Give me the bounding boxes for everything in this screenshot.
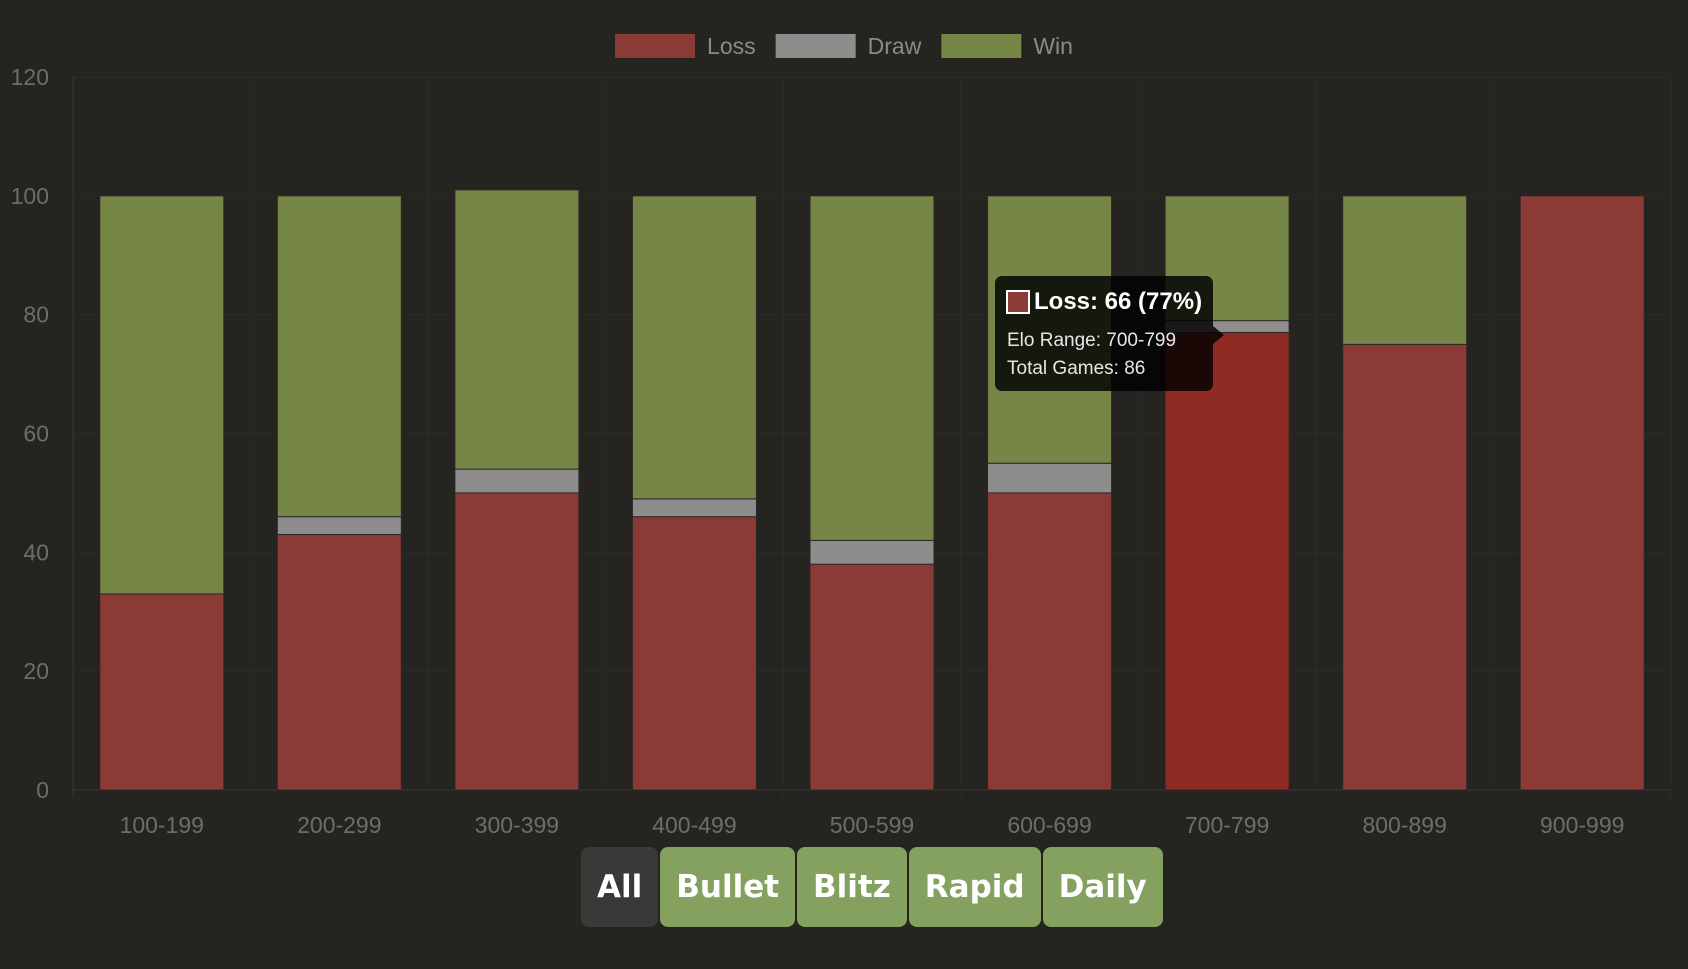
bar-win-800-899[interactable] xyxy=(1342,195,1468,345)
x-tick-label: 200-299 xyxy=(297,812,381,838)
bar-loss-200-299[interactable] xyxy=(276,534,402,791)
bar-loss-600-699[interactable] xyxy=(987,492,1113,791)
x-axis: 100-199 200-299 300-399 400-499 500-599 600-6… xyxy=(120,812,1625,838)
x-tick-label: 900-999 xyxy=(1540,812,1624,838)
legend: Loss Draw Win xyxy=(615,33,1073,59)
x-tick-label: 500-599 xyxy=(830,812,914,838)
bar-draw-400-499[interactable] xyxy=(631,498,757,518)
x-tick-label: 700-799 xyxy=(1185,812,1269,838)
legend-label-loss[interactable]: Loss xyxy=(707,33,756,59)
filter-all-button[interactable]: All xyxy=(581,847,659,927)
bar-layer xyxy=(99,189,1645,791)
legend-label-win[interactable]: Win xyxy=(1033,33,1073,59)
filter-blitz-button[interactable]: Blitz xyxy=(797,847,907,927)
tooltip-line: Elo Range: 700-799 xyxy=(1007,330,1176,351)
bar-loss-500-599[interactable] xyxy=(809,563,935,791)
bar-draw-200-299[interactable] xyxy=(276,516,402,536)
legend-label-draw[interactable]: Draw xyxy=(868,33,922,59)
x-tick-label: 400-499 xyxy=(652,812,736,838)
y-tick-label: 120 xyxy=(11,64,49,90)
x-tick-label: 300-399 xyxy=(475,812,559,838)
bar-loss-800-899[interactable] xyxy=(1342,343,1468,791)
y-tick-label: 0 xyxy=(36,777,49,803)
y-tick-label: 20 xyxy=(23,658,49,684)
bar-draw-600-699[interactable] xyxy=(987,462,1113,494)
x-tick-label: 800-899 xyxy=(1362,812,1446,838)
x-tick-label: 600-699 xyxy=(1007,812,1091,838)
tooltip-swatch xyxy=(1006,290,1030,314)
bar-win-200-299[interactable] xyxy=(276,195,402,518)
tooltip-title: Loss: 66 (77%) xyxy=(1034,288,1202,315)
tooltip-line: Total Games: 86 xyxy=(1007,358,1145,379)
y-tick-label: 60 xyxy=(23,421,49,447)
x-tick-label: 100-199 xyxy=(120,812,204,838)
bar-loss-100-199[interactable] xyxy=(99,593,225,791)
time-control-filter: All Bullet Blitz Rapid Daily xyxy=(581,847,1163,927)
bar-win-400-499[interactable] xyxy=(631,195,757,500)
bar-draw-300-399[interactable] xyxy=(454,468,580,494)
y-tick-label: 40 xyxy=(23,539,49,565)
filter-bullet-button[interactable]: Bullet xyxy=(660,847,796,927)
filter-daily-button[interactable]: Daily xyxy=(1042,847,1163,927)
tooltip-box xyxy=(995,276,1213,391)
bar-win-300-399[interactable] xyxy=(454,189,580,470)
bar-win-500-599[interactable] xyxy=(809,195,935,541)
y-tick-label: 100 xyxy=(11,183,49,209)
legend-swatch-win[interactable] xyxy=(941,34,1022,58)
legend-swatch-draw[interactable] xyxy=(775,34,856,58)
filter-rapid-button[interactable]: Rapid xyxy=(908,847,1041,927)
bar-loss-900-999[interactable] xyxy=(1519,195,1645,791)
y-tick-label: 80 xyxy=(23,302,49,328)
bar-loss-300-399[interactable] xyxy=(454,492,580,791)
tooltip-caret xyxy=(1213,326,1224,344)
y-axis: 0 20 40 60 80 100 120 xyxy=(11,64,49,803)
tooltip: Loss: 66 (77%) Elo Range: 700-799 Total Ga… xyxy=(995,276,1224,391)
bar-draw-500-599[interactable] xyxy=(809,539,935,565)
legend-swatch-loss[interactable] xyxy=(615,34,696,58)
bar-loss-400-499[interactable] xyxy=(631,516,757,791)
bar-loss-700-799[interactable] xyxy=(1164,331,1290,791)
bar-win-100-199[interactable] xyxy=(99,195,225,595)
